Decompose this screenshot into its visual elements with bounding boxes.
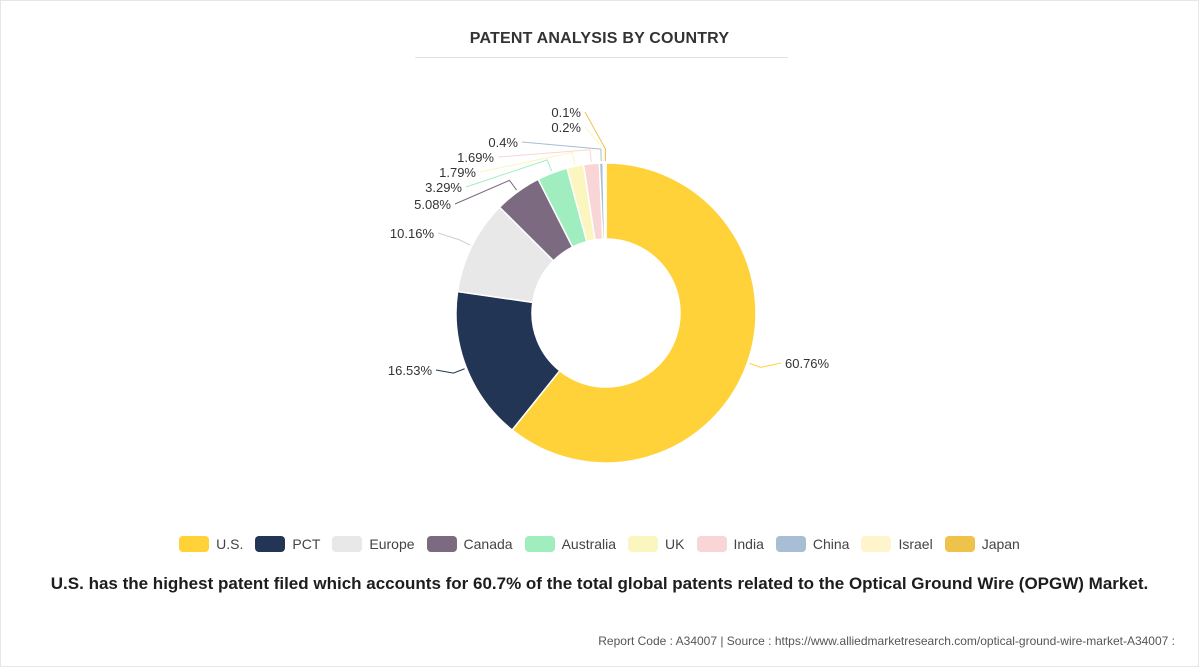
- legend-label: Europe: [369, 536, 415, 552]
- legend-item-japan[interactable]: Japan: [944, 536, 1020, 552]
- legend-swatch: [944, 536, 975, 552]
- report-footer: Report Code : A34007 | Source : https://…: [598, 634, 1175, 648]
- connector-china: [521, 141, 602, 162]
- legend-item-australia[interactable]: Australia: [524, 536, 617, 552]
- legend-swatch: [861, 536, 892, 552]
- connector-u-s: [749, 362, 782, 368]
- legend-item-israel[interactable]: Israel: [861, 536, 933, 552]
- data-label-india: 1.69%: [457, 150, 494, 165]
- data-label-pct: 16.53%: [388, 363, 433, 378]
- legend-item-uk[interactable]: UK: [628, 536, 685, 552]
- connector-australia: [465, 159, 553, 188]
- legend-swatch: [696, 536, 727, 552]
- legend-swatch: [255, 536, 286, 552]
- connector-pct: [435, 368, 465, 374]
- legend-label: Israel: [898, 536, 933, 552]
- connector-europe: [437, 232, 471, 246]
- legend-item-china[interactable]: China: [775, 536, 850, 552]
- data-label-canada: 5.08%: [414, 197, 451, 212]
- connector-india: [497, 149, 592, 162]
- data-label-australia: 3.29%: [425, 180, 462, 195]
- legend-item-pct[interactable]: PCT: [255, 536, 320, 552]
- legend-swatch: [332, 536, 363, 552]
- chart-caption: U.S. has the highest patent filed which …: [50, 574, 1149, 593]
- data-label-china: 0.4%: [488, 135, 518, 150]
- data-label-europe: 10.16%: [390, 226, 435, 241]
- chart-legend: U.S. PCT Europe Canada Australia UK India China…: [0, 536, 1199, 552]
- slice-pct: [455, 290, 561, 432]
- data-label-japan: 0.1%: [551, 105, 581, 120]
- legend-label: India: [733, 536, 764, 552]
- connector-israel: [584, 126, 605, 162]
- legend-swatch: [524, 536, 555, 552]
- legend-item-europe[interactable]: Europe: [332, 536, 415, 552]
- data-label-u-s: 60.76%: [785, 356, 830, 371]
- data-label-israel: 0.2%: [551, 120, 581, 135]
- connector-uk: [479, 151, 576, 173]
- connector-canada: [454, 179, 517, 205]
- legend-item-canada[interactable]: Canada: [426, 536, 513, 552]
- legend-label: Canada: [463, 536, 513, 552]
- legend-label: PCT: [292, 536, 321, 552]
- connector-japan: [584, 111, 607, 162]
- legend-swatch: [775, 536, 806, 552]
- legend-label: Australia: [561, 536, 617, 552]
- legend-swatch: [628, 536, 659, 552]
- legend-swatch: [179, 536, 210, 552]
- legend-item-india[interactable]: India: [696, 536, 764, 552]
- slice-u-s: [511, 162, 757, 464]
- legend-item-u-s[interactable]: U.S.: [179, 536, 243, 552]
- legend-label: U.S.: [216, 536, 244, 552]
- chart-title: PATENT ANALYSIS BY COUNTRY: [469, 30, 730, 47]
- data-label-uk: 1.79%: [439, 165, 476, 180]
- legend-label: China: [812, 536, 850, 552]
- legend-swatch: [426, 536, 457, 552]
- slice-japan: [604, 162, 607, 240]
- legend-label: Japan: [981, 536, 1020, 552]
- legend-label: UK: [665, 536, 685, 552]
- title-underline: [415, 57, 788, 58]
